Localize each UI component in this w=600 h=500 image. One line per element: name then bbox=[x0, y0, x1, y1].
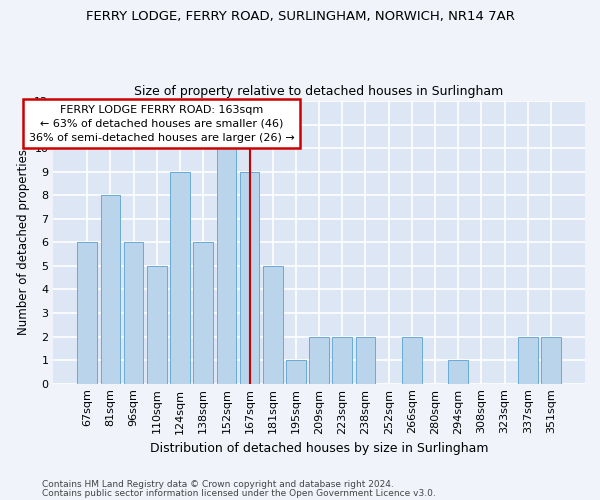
Bar bbox=[240, 172, 259, 384]
Bar bbox=[541, 336, 561, 384]
Bar bbox=[402, 336, 422, 384]
Bar bbox=[286, 360, 306, 384]
Bar bbox=[448, 360, 468, 384]
Bar bbox=[170, 172, 190, 384]
Bar bbox=[193, 242, 213, 384]
Bar bbox=[518, 336, 538, 384]
Bar bbox=[124, 242, 143, 384]
Bar bbox=[101, 196, 121, 384]
Bar bbox=[147, 266, 167, 384]
Text: FERRY LODGE FERRY ROAD: 163sqm
← 63% of detached houses are smaller (46)
36% of : FERRY LODGE FERRY ROAD: 163sqm ← 63% of … bbox=[29, 104, 295, 142]
Bar bbox=[356, 336, 376, 384]
Text: FERRY LODGE, FERRY ROAD, SURLINGHAM, NORWICH, NR14 7AR: FERRY LODGE, FERRY ROAD, SURLINGHAM, NOR… bbox=[86, 10, 514, 23]
Y-axis label: Number of detached properties: Number of detached properties bbox=[17, 150, 30, 336]
Text: Contains public sector information licensed under the Open Government Licence v3: Contains public sector information licen… bbox=[42, 489, 436, 498]
Bar bbox=[309, 336, 329, 384]
Bar bbox=[217, 148, 236, 384]
Title: Size of property relative to detached houses in Surlingham: Size of property relative to detached ho… bbox=[134, 86, 504, 98]
Text: Contains HM Land Registry data © Crown copyright and database right 2024.: Contains HM Land Registry data © Crown c… bbox=[42, 480, 394, 489]
Bar bbox=[77, 242, 97, 384]
X-axis label: Distribution of detached houses by size in Surlingham: Distribution of detached houses by size … bbox=[150, 442, 488, 455]
Bar bbox=[332, 336, 352, 384]
Bar bbox=[263, 266, 283, 384]
